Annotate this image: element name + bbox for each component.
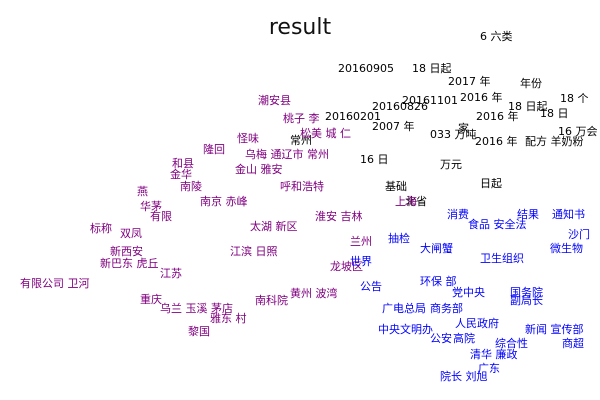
- point-label: 桃子 李: [283, 111, 320, 125]
- point-label: 通知书: [552, 207, 585, 221]
- point-label: 综合性: [495, 336, 528, 350]
- point-label: 大闸蟹: [420, 241, 453, 255]
- point-label: 国务院: [510, 285, 543, 299]
- point-label: 2016 年: [476, 109, 519, 123]
- point-label: 033 万吨: [430, 128, 477, 141]
- point-label: 黄州 波湾: [290, 286, 338, 300]
- point-label: 华茅: [140, 199, 162, 213]
- point-label: 18 日起: [412, 62, 452, 75]
- point-label: 院长 刘旭: [440, 369, 488, 383]
- point-label: 金山 雅安: [235, 162, 283, 176]
- point-label: 双凤: [120, 227, 142, 240]
- point-label: 兰州: [350, 235, 372, 248]
- point-label: 党中央: [452, 286, 485, 299]
- point-label: 清华 廉政: [470, 347, 518, 361]
- point-label: 有限: [150, 209, 172, 223]
- point-label: 抽检: [388, 231, 410, 245]
- point-label: 乌兰 玉溪 茅店: [160, 301, 233, 315]
- point-label: 有限公司 卫河: [20, 276, 90, 290]
- point-label: 公告: [360, 280, 382, 293]
- point-label: 常州: [290, 134, 312, 147]
- point-label: 20160201: [325, 110, 381, 123]
- point-label: 世界: [350, 255, 372, 268]
- point-label: 北省: [405, 195, 427, 208]
- point-label: 万元: [440, 158, 462, 171]
- point-label: 2017 年: [448, 74, 491, 88]
- point-label: 南科院: [255, 293, 288, 307]
- point-label: 18 个: [560, 92, 589, 105]
- point-label: 基础: [385, 180, 407, 193]
- point-label: 2007 年: [372, 119, 415, 133]
- point-label: 和县: [172, 157, 194, 170]
- point-label: 新闻 宣传部: [525, 322, 584, 336]
- point-label: 怪味: [237, 131, 259, 145]
- point-label: 重庆: [140, 292, 162, 306]
- point-label: 太湖 新区: [250, 219, 298, 233]
- point-label: 20160905: [338, 62, 394, 75]
- point-label: 高院: [453, 331, 475, 345]
- point-label: 上海: [395, 194, 417, 208]
- point-label: 16 万会: [558, 125, 598, 138]
- point-label: 金华: [170, 167, 192, 181]
- point-label: 新巴东 虎丘: [100, 256, 159, 270]
- point-label: 淮安 吉林: [315, 209, 363, 223]
- point-label: 18 日起: [508, 100, 548, 113]
- point-label: 18 日: [540, 107, 569, 120]
- point-label: 新西安: [110, 244, 143, 258]
- chart-title: result: [269, 15, 332, 40]
- point-label: 家: [458, 121, 469, 135]
- point-label: 食品 安全法: [468, 217, 527, 231]
- point-label: 江滨 日照: [230, 244, 278, 258]
- point-label: 16 日: [360, 153, 389, 166]
- point-label: 消费: [447, 207, 469, 221]
- point-label: 商超: [562, 336, 584, 350]
- point-label: 配方 羊奶粉: [525, 134, 584, 148]
- point-label: 6 六类: [480, 29, 513, 43]
- point-label: 潮安县: [258, 93, 291, 107]
- point-label: 广电总局: [382, 301, 426, 315]
- point-label: 南京 赤峰: [200, 194, 248, 208]
- point-label: 标称: [90, 221, 112, 235]
- point-label: 乌梅 通辽市 常州: [245, 147, 329, 161]
- point-label: 南陵: [180, 180, 202, 193]
- point-label: 公安: [430, 331, 452, 345]
- point-label: 副局长: [510, 294, 543, 307]
- point-label: 20161101: [402, 94, 458, 107]
- point-label: 2016 年: [475, 134, 518, 148]
- label-layer: 6 六类20160905 18 日起2017 年年份18 个20161101 201…: [20, 29, 598, 383]
- point-label: 雅东 村: [210, 311, 247, 325]
- point-label: 沙门: [568, 227, 590, 241]
- point-label: 黎国: [188, 324, 210, 338]
- point-label: 龙坡区: [330, 260, 363, 273]
- point-label: 隆回: [203, 142, 225, 156]
- point-label: 环保 部: [420, 274, 457, 288]
- point-label: 商务部: [430, 301, 463, 315]
- point-label: 人民政府: [455, 316, 499, 330]
- point-label: 20160826: [372, 100, 428, 113]
- point-label: 年份: [520, 76, 542, 90]
- point-label: 日起: [480, 177, 502, 190]
- point-label: 江苏: [160, 267, 182, 280]
- point-label: 卫生组织: [480, 251, 524, 265]
- point-label: 燕: [137, 185, 148, 198]
- point-label: 松美 城 仁: [300, 126, 351, 140]
- point-label: 中央文明办: [378, 322, 433, 336]
- point-label: 微生物: [550, 241, 583, 255]
- point-label: 2016 年: [460, 90, 503, 104]
- point-label: 呼和浩特: [280, 179, 324, 193]
- point-label: 广东: [478, 362, 500, 375]
- point-label: 结果: [517, 208, 539, 221]
